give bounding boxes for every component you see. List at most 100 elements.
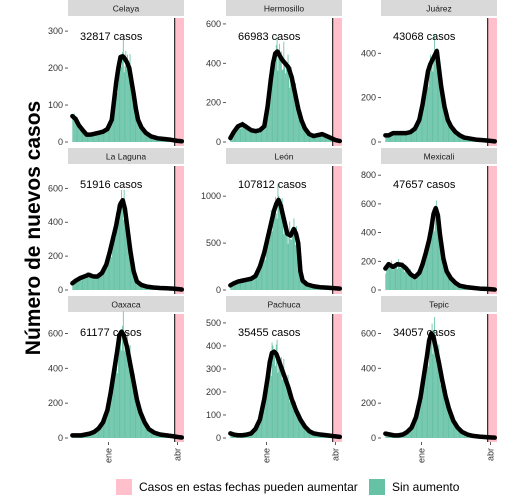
bar — [261, 260, 263, 290]
bar — [144, 131, 146, 142]
bar — [304, 426, 306, 438]
bar — [116, 204, 118, 290]
bar — [401, 266, 403, 290]
recent-region — [332, 18, 342, 146]
bar — [280, 204, 281, 290]
bar — [100, 275, 101, 290]
bar — [288, 236, 290, 290]
bar — [149, 429, 151, 438]
bar — [438, 51, 440, 143]
bar — [411, 277, 413, 290]
bar — [311, 134, 313, 142]
bar — [394, 265, 396, 290]
bar — [312, 433, 313, 438]
bar — [95, 277, 96, 290]
bar — [445, 106, 446, 142]
bar — [299, 108, 301, 142]
bar — [298, 109, 300, 142]
bar — [90, 274, 92, 290]
bar — [140, 125, 142, 142]
y-tick-label: 600 — [361, 199, 376, 209]
bar — [422, 269, 424, 290]
bar — [448, 274, 450, 290]
bar — [443, 100, 445, 142]
bar — [137, 112, 139, 142]
bar — [427, 65, 429, 142]
bar — [281, 198, 283, 290]
bar — [451, 277, 453, 290]
bar — [122, 38, 124, 142]
bar — [402, 133, 404, 142]
bar — [132, 84, 133, 142]
bar — [237, 282, 238, 290]
bar — [296, 105, 298, 142]
bar — [256, 427, 258, 438]
bar — [134, 97, 136, 142]
bar — [452, 415, 454, 438]
bar — [319, 136, 321, 142]
bar — [104, 129, 106, 142]
bar — [387, 262, 388, 290]
bar — [419, 273, 421, 290]
bar — [269, 240, 270, 290]
bar — [440, 247, 442, 290]
bar — [425, 373, 427, 438]
bar — [139, 415, 141, 438]
bar — [268, 101, 270, 142]
panel-mexicali: Mexicali 0 200 400 600 800 47657 casos — [361, 148, 498, 295]
bar — [269, 355, 270, 438]
bar — [239, 125, 241, 142]
bar — [437, 59, 439, 142]
bar — [436, 212, 438, 290]
bar — [444, 399, 446, 438]
bar — [392, 132, 393, 142]
bar — [242, 282, 244, 290]
bar — [85, 277, 86, 290]
bar — [258, 272, 259, 290]
bar — [122, 219, 124, 290]
bar — [258, 129, 259, 142]
bar — [97, 429, 99, 438]
bar — [408, 131, 410, 142]
bar — [303, 126, 305, 142]
bar — [276, 36, 278, 142]
bar — [246, 123, 248, 142]
bar — [302, 422, 304, 438]
y-tick-label: 200 — [361, 398, 376, 408]
bar — [436, 48, 438, 142]
bar — [106, 266, 108, 290]
bar — [296, 104, 297, 142]
bar — [247, 277, 249, 290]
bar — [296, 233, 298, 290]
bar — [327, 136, 329, 142]
bar — [97, 275, 99, 290]
bar — [462, 433, 464, 438]
bar — [116, 356, 117, 438]
bar — [131, 373, 133, 438]
bar — [280, 357, 282, 438]
y-tick-label: 100 — [206, 410, 221, 420]
bar — [398, 259, 399, 290]
trend-line — [228, 49, 343, 144]
panel-title: Pachuca — [267, 300, 300, 310]
bar — [267, 104, 269, 142]
bar — [413, 424, 415, 438]
bar — [410, 428, 412, 438]
bar — [293, 94, 295, 142]
bar — [140, 413, 142, 438]
bar — [247, 129, 249, 142]
bar — [84, 131, 86, 142]
bar — [280, 51, 282, 142]
panel-title: Oaxaca — [111, 300, 141, 310]
bar — [286, 387, 288, 438]
bar — [263, 409, 265, 438]
bar — [95, 276, 97, 290]
bar — [268, 375, 270, 438]
bar — [264, 127, 265, 142]
bar — [80, 280, 82, 290]
bar — [445, 272, 447, 290]
bar — [109, 126, 111, 142]
x-tick-label: abr — [330, 448, 340, 461]
bar — [117, 224, 119, 290]
bar — [424, 255, 426, 290]
